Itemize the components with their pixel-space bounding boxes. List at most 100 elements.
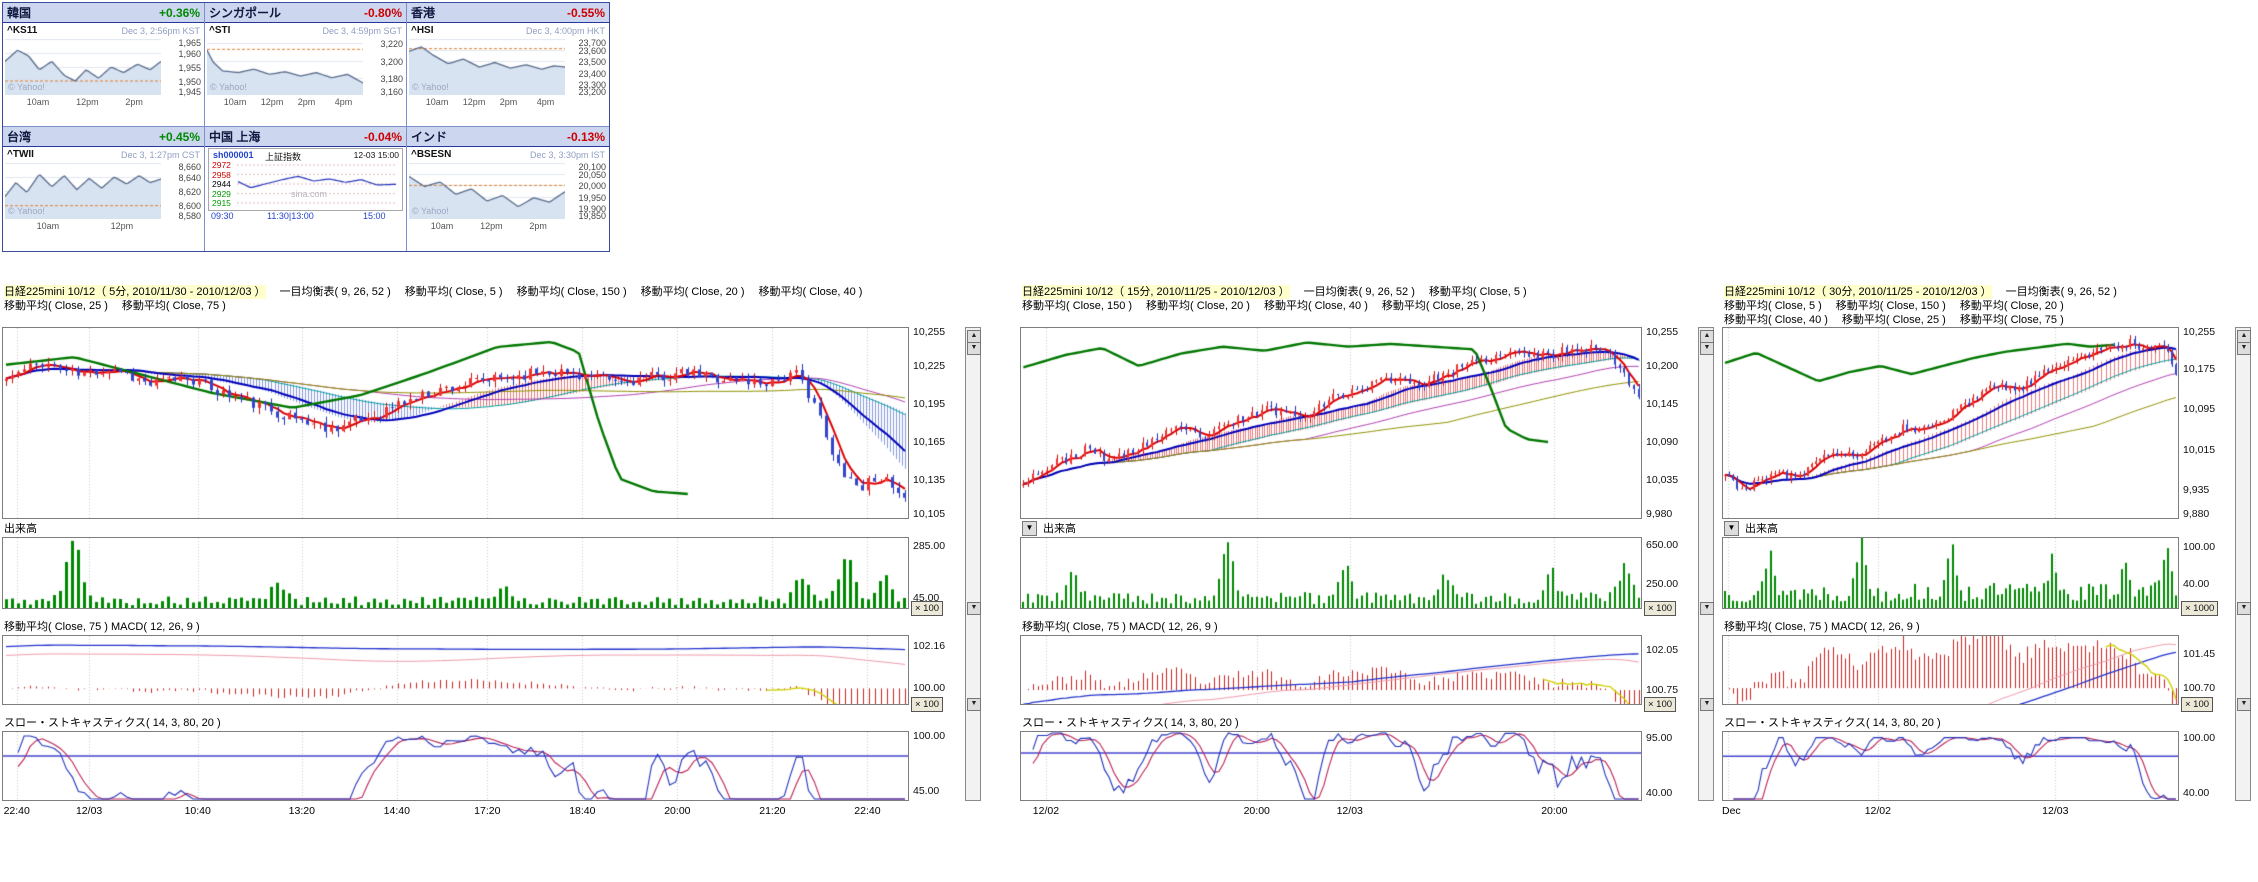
x-axis-label: 09:30: [211, 211, 234, 221]
scrollbar[interactable]: ▲ ▼ ▼ ▼: [1698, 327, 1714, 801]
market-name: 韓国: [7, 6, 32, 20]
scroll-up-button[interactable]: ▲: [2237, 330, 2251, 343]
indicator-label: 一目均衡表( 9, 26, 52 ): [1303, 286, 1415, 298]
scale-dropdown-button[interactable]: ▼: [2237, 698, 2251, 711]
main-chart-pane: [1722, 327, 2179, 519]
indicator-label: 一目均衡表( 9, 26, 52 ): [279, 286, 391, 298]
scroll-down-button[interactable]: ▼: [967, 342, 981, 355]
y-axis-label: 23,200: [578, 87, 606, 97]
market-widget-sg[interactable]: シンガポール -0.80% ^STI Dec 3, 4:59pm SGT 3,220 3,…: [205, 3, 407, 127]
market-widget-hk[interactable]: 香港 -0.55% ^HSI Dec 3, 4:00pm HKT 23,700 23,60…: [407, 3, 609, 127]
chart-panel-15min: 日経225mini 10/12（ 15分, 2010/11/25 - 2010/…: [1020, 285, 1714, 825]
scale-badge[interactable]: × 100: [1644, 601, 1677, 616]
main-chart-pane: [1020, 327, 1642, 519]
scale-dropdown-button[interactable]: ▼: [1700, 698, 1714, 711]
y-axis-label: 45.00: [913, 785, 940, 797]
scale-dropdown-button[interactable]: ▼: [967, 698, 981, 711]
x-axis-label: 4pm: [334, 97, 353, 107]
scroll-up-button[interactable]: ▲: [967, 330, 981, 343]
x-axis-label: 4pm: [536, 97, 555, 107]
scrollbar[interactable]: ▲ ▼ ▼ ▼: [965, 327, 981, 801]
macd-label: 移動平均( Close, 75 ) MACD( 12, 26, 9 ): [1022, 621, 1218, 633]
indicator-label: 移動平均( Close, 25 ): [1381, 300, 1486, 312]
widget-subheader: ^KS11 Dec 3, 2:56pm KST: [3, 23, 204, 38]
y-axis-label: 10,135: [913, 474, 946, 486]
volume-chart-canvas: [1021, 538, 1641, 608]
y-axis-label: 19,850: [578, 211, 606, 221]
x-axis-label: Dec: [1722, 805, 1741, 817]
macd-label-row: 移動平均( Close, 75 ) MACD( 12, 26, 9 ): [1724, 617, 2175, 635]
y-axis-label: 23,600: [578, 46, 606, 57]
market-name: 中国 上海: [209, 130, 261, 144]
stochastics-chart-pane: [1722, 731, 2179, 801]
instrument-title: 日経225mini 10/12（ 15分, 2010/11/25 - 2010/…: [1022, 285, 1290, 299]
x-axis-label: 22:40: [854, 805, 881, 817]
y-axis-label: 10,105: [913, 508, 946, 520]
collapse-pane-button[interactable]: ▼: [1022, 520, 1037, 536]
market-symbol: ^BSESN: [411, 149, 452, 160]
widget-header: 韓国 +0.36%: [3, 3, 204, 23]
scale-badge[interactable]: × 100: [1644, 697, 1677, 712]
widget-chart-area: 3,220 3,200 3,180 3,160 10am 12pm 2pm 4pm © Yaho…: [205, 38, 406, 126]
main-chart-canvas[interactable]: [1021, 328, 1641, 518]
y-axis-label: 19,950: [578, 192, 606, 203]
stochastics-label: スロー・ストキャスティクス( 14, 3, 80, 20 ): [1724, 717, 1941, 729]
watermark: © Yahoo!: [412, 82, 449, 92]
scroll-down-button[interactable]: ▼: [1700, 342, 1714, 355]
x-axis-label: 20:00: [1243, 805, 1270, 817]
main-chart-canvas[interactable]: [1723, 328, 2178, 518]
stochastics-label-row: スロー・ストキャスティクス( 14, 3, 80, 20 ): [4, 713, 905, 731]
y-axis-label: 2929: [212, 188, 231, 199]
collapse-pane-button[interactable]: ▼: [1724, 520, 1739, 536]
market-widget-tw[interactable]: 台湾 +0.45% ^TWII Dec 3, 1:27pm CST 8,660 8,640…: [3, 127, 205, 251]
widget-header: インド -0.13%: [407, 127, 609, 147]
scale-dropdown-button[interactable]: ▼: [2237, 602, 2251, 615]
volume-chart-pane: [1020, 537, 1642, 609]
widget-header: 台湾 +0.45%: [3, 127, 204, 147]
y-axis-label: 10,195: [913, 398, 946, 410]
macd-chart-pane: [2, 635, 909, 705]
x-axis-label: 12pm: [480, 221, 503, 231]
y-axis-label: 10,255: [2183, 326, 2216, 338]
scale-badge[interactable]: × 100: [911, 601, 944, 616]
market-name: インド: [411, 130, 448, 144]
y-axis-label: 101.45: [2183, 648, 2216, 661]
scale-dropdown-button[interactable]: ▼: [967, 602, 981, 615]
x-axis-label: 20:00: [664, 805, 691, 817]
x-axis-label: 10am: [430, 221, 454, 231]
y-axis-label: 100.75: [1646, 684, 1679, 697]
y-axis-label: 10,175: [2183, 362, 2216, 375]
y-axis-label: 23,500: [578, 57, 606, 68]
market-change: -0.13%: [566, 129, 605, 144]
x-axis-label: 12/02: [1032, 805, 1060, 817]
mini-chart-canvas: [5, 39, 161, 95]
scale-badge[interactable]: × 100: [911, 697, 944, 712]
y-axis-label: 9,935: [2183, 484, 2210, 497]
widget-header: 香港 -0.55%: [407, 3, 609, 23]
x-axis-label: 12pm: [110, 221, 134, 231]
scrollbar[interactable]: ▲ ▼ ▼ ▼: [2235, 327, 2251, 801]
macd-label-row: 移動平均( Close, 75 ) MACD( 12, 26, 9 ): [1022, 617, 1638, 635]
y-axis-label: 20,050: [578, 170, 606, 181]
widget-chart-area: sh000001 上証指数 12-03 15:00 2972 2958 2944 2929 2…: [205, 147, 406, 250]
x-axis-label: 11:30|13:00: [267, 211, 314, 221]
mini-chart-canvas: [409, 39, 565, 95]
y-axis-label: 19,900: [578, 203, 606, 214]
scale-dropdown-button[interactable]: ▼: [1700, 602, 1714, 615]
scroll-down-button[interactable]: ▼: [2237, 342, 2251, 355]
y-axis-label: 8,600: [178, 201, 201, 211]
y-axis-label: 100.00: [913, 682, 946, 695]
stochastics-label: スロー・ストキャスティクス( 14, 3, 80, 20 ): [1022, 717, 1239, 729]
x-axis-label: 12/03: [2042, 805, 2069, 817]
indicator-label: 移動平均( Close, 5 ): [1724, 300, 1822, 312]
main-chart-canvas[interactable]: [3, 328, 908, 518]
scale-badge[interactable]: × 1000: [2181, 601, 2219, 616]
market-widget-cn[interactable]: 中国 上海 -0.04% sh000001 上証指数 12-03 15:00 2972 29…: [205, 127, 407, 251]
y-axis-label: 1,945: [178, 87, 201, 97]
x-axis-row: 22:40 12/03 10:40 13:20 14:40 17:20 18:40 20:00…: [2, 803, 907, 821]
market-widget-in[interactable]: インド -0.13% ^BSESN Dec 3, 3:30pm IST 20,100 20…: [407, 127, 609, 251]
market-widget-kr[interactable]: 韓国 +0.36% ^KS11 Dec 3, 2:56pm KST 1,965 1,960…: [3, 3, 205, 127]
market-timestamp: Dec 3, 4:00pm HKT: [525, 25, 605, 36]
scale-badge[interactable]: × 100: [2181, 697, 2214, 712]
indicator-label: 移動平均( Close, 5 ): [404, 286, 503, 298]
